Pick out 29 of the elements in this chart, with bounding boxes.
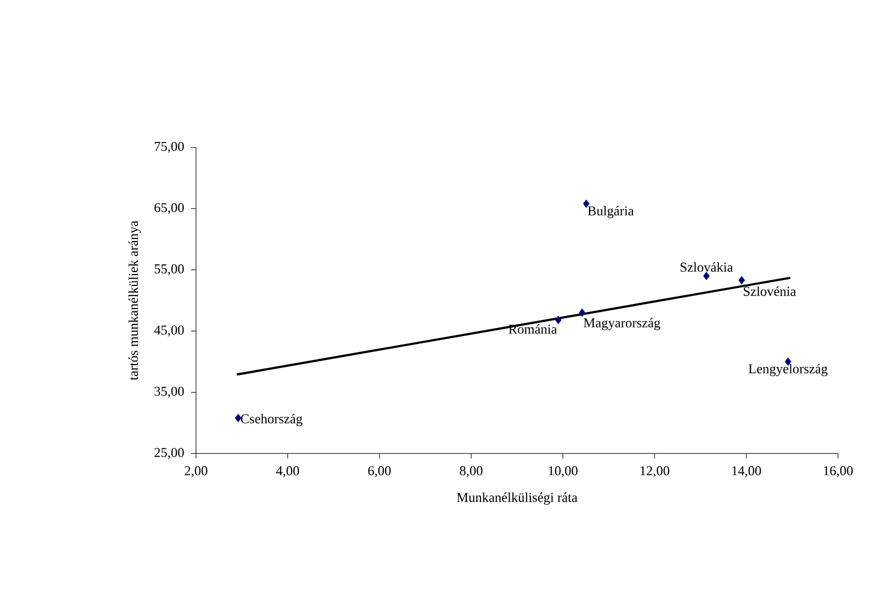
point (738, 276, 745, 284)
x-tick-label: 8,00 (460, 466, 482, 478)
y-axis-title: tartós munkanélküliek aránya (128, 220, 141, 380)
annotation: Bulgária (588, 206, 634, 218)
annotation: Lengyelország (748, 364, 828, 376)
point (235, 414, 242, 422)
point (578, 308, 586, 317)
y-tick-label: 35,00 (154, 386, 184, 398)
x-tick-label: 16,00 (824, 466, 853, 478)
x-tick-label: 6,00 (368, 466, 391, 478)
x-tick-label: 10,00 (548, 466, 578, 478)
y-tick-label: 25,00 (154, 448, 184, 460)
annotation: Románia (508, 324, 557, 334)
annotation: Magyarország (584, 318, 660, 330)
point (583, 200, 590, 208)
y-tick-label: 55,00 (154, 264, 184, 276)
x-axis-title: Munkanélküliségi ráta (456, 492, 578, 505)
point (555, 316, 562, 324)
y-tick-label: 45,00 (154, 326, 184, 337)
annotation: Szlovénia (744, 286, 796, 296)
x-tick-label: 14,00 (732, 466, 761, 478)
y-tick-label: 65,00 (154, 203, 184, 214)
x-tick-label: 2,00 (184, 466, 208, 478)
x-tick-label: 4,00 (276, 466, 300, 478)
y-tick-label: 75,00 (154, 142, 184, 153)
annotation: Csehország (240, 414, 302, 426)
x-tick-label: 12,00 (640, 466, 670, 478)
annotation: Szlovákia (680, 262, 733, 272)
point (703, 272, 710, 280)
